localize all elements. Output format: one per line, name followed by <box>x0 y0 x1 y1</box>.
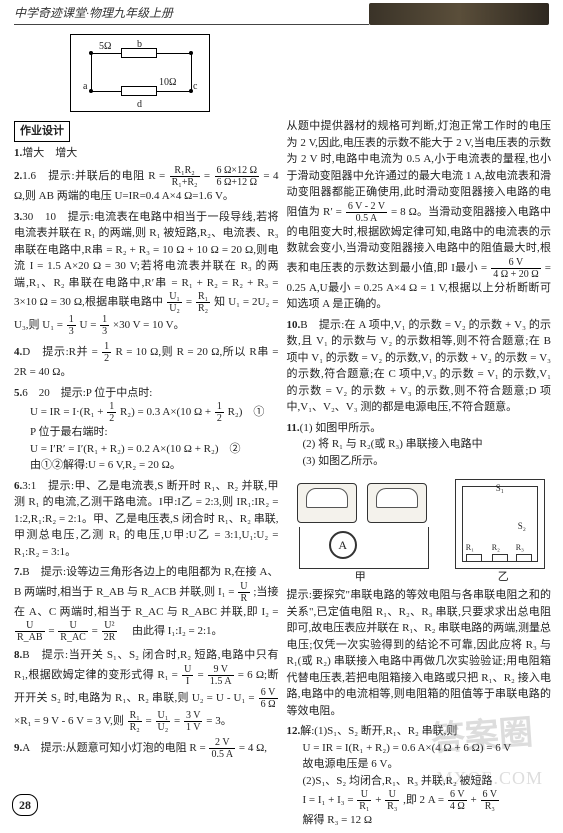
circuit-node-d: d <box>137 97 142 112</box>
circuit-node-b: b <box>137 37 142 52</box>
problem-1: 1.增大 增大 <box>14 145 279 162</box>
book-title: 中学奇迹课堂·物理九年级上册 <box>14 4 369 25</box>
problem-10: 10.B 提示:在 A 项中,V₁ 的示数 = V₂ 的示数 + V₃ 的示数,… <box>287 317 552 416</box>
circuit-diagram: a b c d 5Ω 10Ω <box>70 34 210 112</box>
problem-9-cont: 从题中提供器材的规格可判断,灯泡正常工作时的电压为 2 V,因此,电压表的示数不… <box>287 118 552 313</box>
circuit-schematic: S₁ S₂ R₁ R₂ R₃ <box>455 479 545 569</box>
problem-6: 6.3:1 提示:甲、乙是电流表,S 断开时 R₁、R₂ 并联,甲测 R₁ 的电… <box>14 478 279 561</box>
page-number: 28 <box>12 794 38 816</box>
circuit-r2-label: 10Ω <box>159 75 176 90</box>
problem-4: 4.D 提示:R并 = 12 R = 10 Ω,则 R = 20 Ω,所以 R串… <box>14 341 279 381</box>
caption-right: 乙 <box>498 569 509 586</box>
problem-2: 2.1.6 提示:并联后的电阻 R = R₁R₂R₁+R₂ = 6 Ω×12 Ω… <box>14 165 279 205</box>
circuit-node-a: a <box>83 79 87 94</box>
problem-12: 12.解:(1)S₁、S₂ 断开,R₁、R₂ 串联,则 U = IR = I(R… <box>287 723 552 829</box>
section-title: 作业设计 <box>14 121 70 142</box>
caption-left: 甲 <box>355 569 366 586</box>
circuit-node-c: c <box>193 79 197 94</box>
problem-11-diagram: A S₁ S₂ R₁ R₂ R₃ 甲 乙 <box>289 473 549 583</box>
problem-9: 9.A 提示:从题意可知小灯泡的电阻 R = 2 V0.5 A = 4 Ω, <box>14 737 279 760</box>
problem-5: 5.6 20 提示:P 位于中点时: U = IR = I·(R₁ + 12 R… <box>14 385 279 474</box>
problem-11: 11.(1) 如图甲所示。 (2) 将 R₁ 与 R₂(或 R₃) 串联接入电路… <box>287 420 552 720</box>
problem-3: 3.30 10 提示:电流表在电路中相当于一段导线,若将电流表并联在 R₁ 的两… <box>14 209 279 338</box>
problem-11-hint: 提示:要探究"串联电路的等效电阻与各串联电阻之和的关系",已定值电阻 R₁、R₂… <box>287 587 552 719</box>
right-column: 从题中提供器材的规格可判断,灯泡正常工作时的电压为 2 V,因此,电压表的示数不… <box>287 118 552 833</box>
header-decoration <box>369 3 549 25</box>
problem-7: 7.B 提示:设等边三角形各边上的电阻都为 R,在接 A、B 两端时,相当于 R… <box>14 564 279 643</box>
left-column: 作业设计 1.增大 增大 2.1.6 提示:并联后的电阻 R = R₁R₂R₁+… <box>14 118 279 833</box>
problem-8: 8.B 提示:当开关 S₁、S₂ 闭合时,R₂ 短路,电路中只有 R₁,根据欧姆… <box>14 647 279 733</box>
circuit-r1-label: 5Ω <box>99 39 111 54</box>
